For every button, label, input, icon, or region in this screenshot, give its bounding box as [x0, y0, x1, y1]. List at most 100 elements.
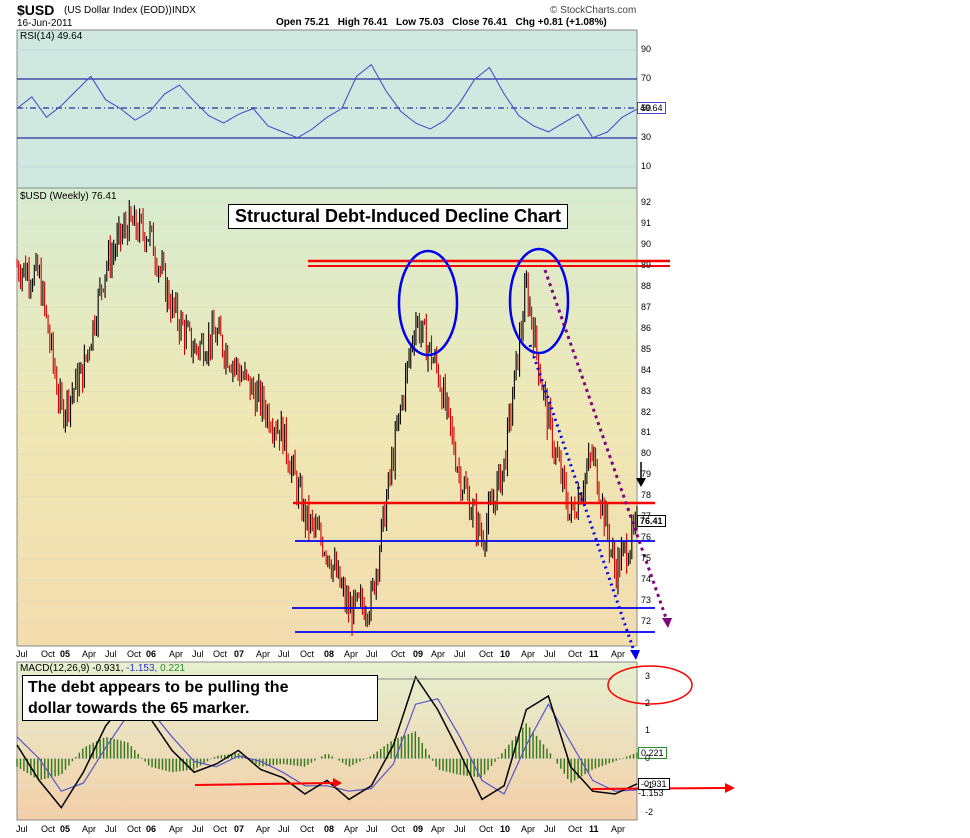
price-tick-label: 76	[641, 532, 652, 543]
macd-value-box: -0.931	[638, 778, 670, 790]
macd-callout: The debt appears to be pulling the dolla…	[22, 675, 378, 721]
rsi-tick-label: 10	[641, 161, 652, 171]
price-value-box: 76.41	[637, 515, 666, 527]
price-tick-label: 92	[641, 197, 652, 207]
price-tick-label: 83	[641, 385, 652, 396]
header-name: (US Dollar Index (EOD))	[64, 5, 172, 16]
x-axis-bottom-label: Apr	[611, 824, 626, 834]
header-exchange: INDX	[172, 5, 196, 16]
peak-circle-2010	[508, 247, 570, 355]
price-panel-bg	[16, 187, 638, 647]
x-axis-top-label: Jul	[278, 649, 290, 659]
macd-signal-box: -1.153	[638, 788, 664, 798]
price-tick-label: 73	[641, 595, 652, 606]
x-axis-bottom-label: 09	[413, 824, 424, 834]
x-axis-bottom-label: 07	[234, 824, 245, 834]
macd-peak-circle	[607, 665, 693, 705]
purple-arrowhead	[662, 618, 672, 628]
x-axis-bottom-label: Oct	[568, 824, 583, 834]
rsi-tick-label: 70	[641, 73, 652, 84]
price-tick-label: 74	[641, 574, 652, 585]
price-tick-label: 88	[641, 280, 652, 291]
macd-tick-label: -2	[645, 807, 654, 817]
x-axis-bottom-label: 05	[60, 824, 71, 834]
x-axis-top-label: Oct	[300, 649, 315, 659]
price-tick-label: 84	[641, 364, 652, 375]
x-axis-top-label: 07	[234, 649, 245, 659]
x-axis-bottom-label: 10	[500, 824, 511, 834]
x-axis-bottom-label: Jul	[366, 824, 378, 834]
macd-red-arrowhead-1	[333, 778, 342, 788]
purple-dotted-trendline	[543, 269, 668, 619]
x-axis-bottom-label: Jul	[544, 824, 556, 834]
x-axis-bottom-label: Apr	[521, 824, 536, 834]
rsi-tick-label: 90	[641, 44, 652, 54]
rsi-panel-bg	[16, 29, 638, 189]
rsi-tick-label: 30	[641, 131, 652, 142]
header-symbol: $USD	[17, 2, 55, 18]
macd-hist-box: 0.221	[638, 747, 667, 759]
x-axis-top-label: Apr	[611, 649, 626, 659]
x-axis-bottom-label: 08	[324, 824, 335, 834]
x-axis-top-label: 05	[60, 649, 71, 659]
header-ohlc: Open 75.21 High 76.41 Low 75.03 Close 76…	[276, 17, 607, 28]
price-tick-label: 89	[641, 259, 652, 270]
x-axis-bottom-label: Jul	[454, 824, 466, 834]
macd-label-value: -0.931,	[92, 663, 124, 674]
x-axis-top-label: 11	[589, 649, 599, 659]
x-axis-top-label: Jul	[192, 649, 204, 659]
rsi-value-box: 49.64	[637, 102, 666, 114]
x-axis-bottom-label: 11	[589, 824, 599, 834]
brand-logo: © StockCharts.com	[550, 5, 637, 16]
x-axis-bottom-label: Apr	[431, 824, 446, 834]
price-label: $USD (Weekly) 76.41	[20, 191, 117, 202]
macd-label-hist: 0.221	[160, 663, 186, 674]
x-axis-top-label: Apr	[169, 649, 184, 659]
rsi-line	[16, 63, 638, 139]
macd-callout-line-2: dollar towards the 65 marker.	[28, 700, 250, 717]
macd-tick-label: 3	[645, 671, 651, 681]
price-tick-label: 82	[641, 406, 652, 417]
x-axis-top-label: Jul	[16, 649, 28, 659]
x-axis-bottom-label: Oct	[391, 824, 406, 834]
macd-label-name: MACD(12,26,9)	[20, 663, 90, 674]
x-axis-bottom-label: Oct	[41, 824, 56, 834]
x-axis-top-label: Apr	[521, 649, 536, 659]
macd-tick-label: -1	[645, 779, 654, 790]
x-axis-top-label: Oct	[41, 649, 56, 659]
x-axis-bottom-label: Apr	[82, 824, 97, 834]
x-axis-top-label: Apr	[256, 649, 271, 659]
x-axis-top-label: Jul	[454, 649, 466, 659]
x-axis-bottom-label: Oct	[479, 824, 494, 834]
x-axis-bottom-label: Apr	[256, 824, 271, 834]
x-axis-top-label: 08	[324, 649, 335, 659]
x-axis-top-label: Oct	[127, 649, 142, 659]
x-axis-bottom-label: Jul	[16, 824, 28, 834]
x-axis-top-label: Jul	[105, 649, 117, 659]
x-axis-top-label: Oct	[213, 649, 228, 659]
x-axis-top-label: Oct	[568, 649, 583, 659]
macd-tick-label: 2	[645, 698, 651, 709]
price-tick-label: 77	[641, 511, 652, 522]
price-tick-label: 91	[641, 217, 652, 228]
x-axis-top-label: 09	[413, 649, 424, 659]
x-axis-top-label: Apr	[344, 649, 359, 659]
blue-arrowhead	[630, 650, 640, 660]
x-axis-top-label: Jul	[366, 649, 378, 659]
x-axis-bottom-label: Apr	[344, 824, 359, 834]
price-tick-label: 86	[641, 322, 652, 333]
price-tick-label: 90	[641, 238, 652, 249]
x-axis-top-label: Oct	[479, 649, 494, 659]
x-axis-bottom-label: Oct	[213, 824, 228, 834]
rsi-label: RSI(14) 49.64	[20, 31, 83, 42]
x-axis-top-label: 10	[500, 649, 511, 659]
chart-title-callout: Structural Debt-Induced Decline Chart	[228, 204, 569, 229]
macd-label: MACD(12,26,9) -0.931, -1.153, 0.221	[20, 663, 185, 674]
x-axis-bottom-label: 06	[146, 824, 157, 834]
price-tick-label: 72	[641, 616, 652, 626]
macd-callout-line-1: The debt appears to be pulling the	[28, 679, 289, 696]
price-tick-label: 75	[641, 553, 652, 564]
rsi-tick-label: 50	[641, 102, 652, 113]
header-date: 16-Jun-2011	[17, 18, 73, 29]
